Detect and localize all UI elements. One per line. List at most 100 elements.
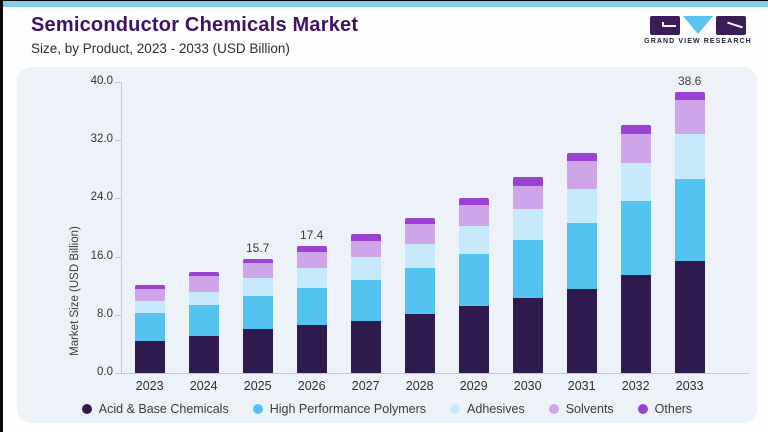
bar-segment-2026-high-performance-polymers: [296, 287, 327, 325]
bar-segment-2028-others: [404, 218, 435, 224]
legend-item-acid-base-chemicals: Acid & Base Chemicals: [81, 402, 229, 416]
bar-segment-2029-acid-base-chemicals: [458, 306, 489, 373]
x-tick-label-2024: 2024: [189, 379, 218, 393]
x-tick-label-2026: 2026: [297, 379, 326, 393]
legend-dot-icon: [252, 404, 263, 414]
g-glyph-mark: [662, 21, 676, 27]
bar-segment-2032-solvents: [620, 133, 651, 164]
bar-segment-2026-others: [296, 246, 327, 253]
legend-label: Others: [654, 402, 693, 416]
bar-segment-2030-acid-base-chemicals: [512, 298, 543, 373]
legend-item-solvents: Solvents: [548, 402, 614, 416]
bar-segment-2025-solvents: [242, 263, 273, 279]
bar-segment-2023-solvents: [134, 288, 165, 301]
gvr-logo-v-triangle-icon: [683, 16, 713, 34]
x-tick-label-2027: 2027: [351, 379, 380, 393]
legend-dot-icon: [81, 404, 92, 414]
legend-label: Solvents: [565, 402, 614, 416]
gvr-logo-mark: [644, 15, 752, 35]
bar-segment-2032-others: [620, 124, 651, 134]
y-tick-label: 32.0: [90, 133, 113, 146]
bar-segment-2028-high-performance-polymers: [404, 268, 435, 315]
bar-segment-2030-solvents: [512, 186, 543, 209]
bar-segment-2029-adhesives: [458, 226, 489, 255]
r-glyph-mark: [727, 21, 743, 28]
bar-segment-2023-high-performance-polymers: [134, 313, 165, 341]
x-tick-label-2025: 2025: [243, 379, 272, 393]
x-tick-label-2032: 2032: [621, 379, 650, 393]
bar-segment-2030-high-performance-polymers: [512, 239, 543, 299]
y-axis-line: [121, 82, 122, 373]
bar-segment-2024-acid-base-chemicals: [188, 335, 219, 373]
bar-segment-2033-solvents: [674, 100, 705, 135]
bar-segment-2030-adhesives: [512, 208, 543, 240]
y-tick-label: 40.0: [90, 75, 113, 87]
y-axis-tick: [115, 256, 121, 258]
bar-segment-2027-high-performance-polymers: [350, 279, 381, 321]
bar-segment-2024-solvents: [188, 276, 219, 292]
bar-segment-2029-high-performance-polymers: [458, 254, 489, 307]
bar-segment-2031-solvents: [566, 161, 597, 189]
bar-segment-2027-solvents: [350, 240, 381, 257]
bar-segment-2025-adhesives: [242, 278, 273, 296]
bar-segment-2027-adhesives: [350, 256, 381, 280]
chart-legend: Acid & Base Chemicals High Performance Po…: [3, 402, 768, 416]
bar-total-label: 15.7: [246, 240, 270, 255]
y-axis-tick: [115, 314, 121, 316]
legend-dot-icon: [637, 404, 648, 414]
top-accent-bar: [3, 1, 768, 7]
bar-segment-2028-acid-base-chemicals: [404, 314, 435, 373]
gvr-logo-g-block: [650, 15, 680, 35]
x-tick-label-2033: 2033: [675, 379, 704, 393]
x-tick-label-2028: 2028: [405, 379, 434, 393]
bar-total-label: 17.4: [300, 228, 324, 243]
bar-segment-2023-others: [134, 284, 165, 289]
bar-segment-2023-acid-base-chemicals: [134, 340, 165, 373]
bar-segment-2025-others: [242, 258, 273, 264]
bar-segment-2026-adhesives: [296, 267, 327, 288]
y-axis-tick: [115, 373, 121, 374]
bar-segment-2031-others: [566, 153, 597, 162]
legend-dot-icon: [450, 404, 461, 414]
bar-segment-2025-acid-base-chemicals: [242, 328, 273, 373]
x-tick-label-2023: 2023: [135, 379, 164, 393]
page-subtitle: Size, by Product, 2023 - 2033 (USD Billi…: [31, 41, 290, 56]
x-tick-label-2031: 2031: [567, 379, 596, 393]
legend-item-adhesives: Adhesives: [450, 402, 525, 416]
gvr-logo-r-block: [716, 15, 746, 35]
bar-total-label: 38.6: [678, 74, 702, 89]
legend-dot-icon: [548, 404, 559, 414]
legend-item-high-performance-polymers: High Performance Polymers: [252, 402, 427, 416]
y-tick-label: 0.0: [97, 366, 113, 378]
bar-segment-2029-others: [458, 198, 489, 205]
bar-segment-2027-others: [350, 234, 381, 241]
bar-segment-2031-high-performance-polymers: [566, 223, 597, 289]
legend-label: Acid & Base Chemicals: [98, 402, 229, 416]
logo-wordmark: GRAND VIEW RESEARCH: [644, 38, 752, 45]
y-tick-label: 24.0: [90, 191, 113, 204]
x-tick-label-2030: 2030: [513, 379, 542, 393]
grand-view-research-logo[interactable]: GRAND VIEW RESEARCH: [644, 15, 752, 45]
bar-segment-2026-solvents: [296, 252, 327, 268]
bar-segment-2032-adhesives: [620, 163, 651, 202]
bar-segment-2033-others: [674, 92, 705, 101]
bar-segment-2028-adhesives: [404, 244, 435, 269]
bar-segment-2025-high-performance-polymers: [242, 295, 273, 329]
legend-item-others: Others: [637, 402, 693, 416]
y-axis-tick: [115, 198, 121, 200]
bar-segment-2028-solvents: [404, 223, 435, 245]
y-axis-tick: [115, 140, 121, 142]
bar-segment-2027-acid-base-chemicals: [350, 320, 381, 373]
page-title: Semiconductor Chemicals Market: [31, 14, 359, 36]
bar-segment-2024-adhesives: [188, 291, 219, 306]
bar-segment-2030-others: [512, 177, 543, 187]
bar-segment-2031-adhesives: [566, 188, 597, 224]
bar-segment-2033-acid-base-chemicals: [674, 260, 705, 373]
y-tick-label: 16.0: [90, 249, 113, 262]
bar-segment-2023-adhesives: [134, 300, 165, 314]
legend-label: High Performance Polymers: [269, 402, 427, 416]
bar-segment-2024-high-performance-polymers: [188, 305, 219, 336]
x-axis-line: [121, 373, 749, 374]
y-axis-tick: [115, 82, 121, 83]
